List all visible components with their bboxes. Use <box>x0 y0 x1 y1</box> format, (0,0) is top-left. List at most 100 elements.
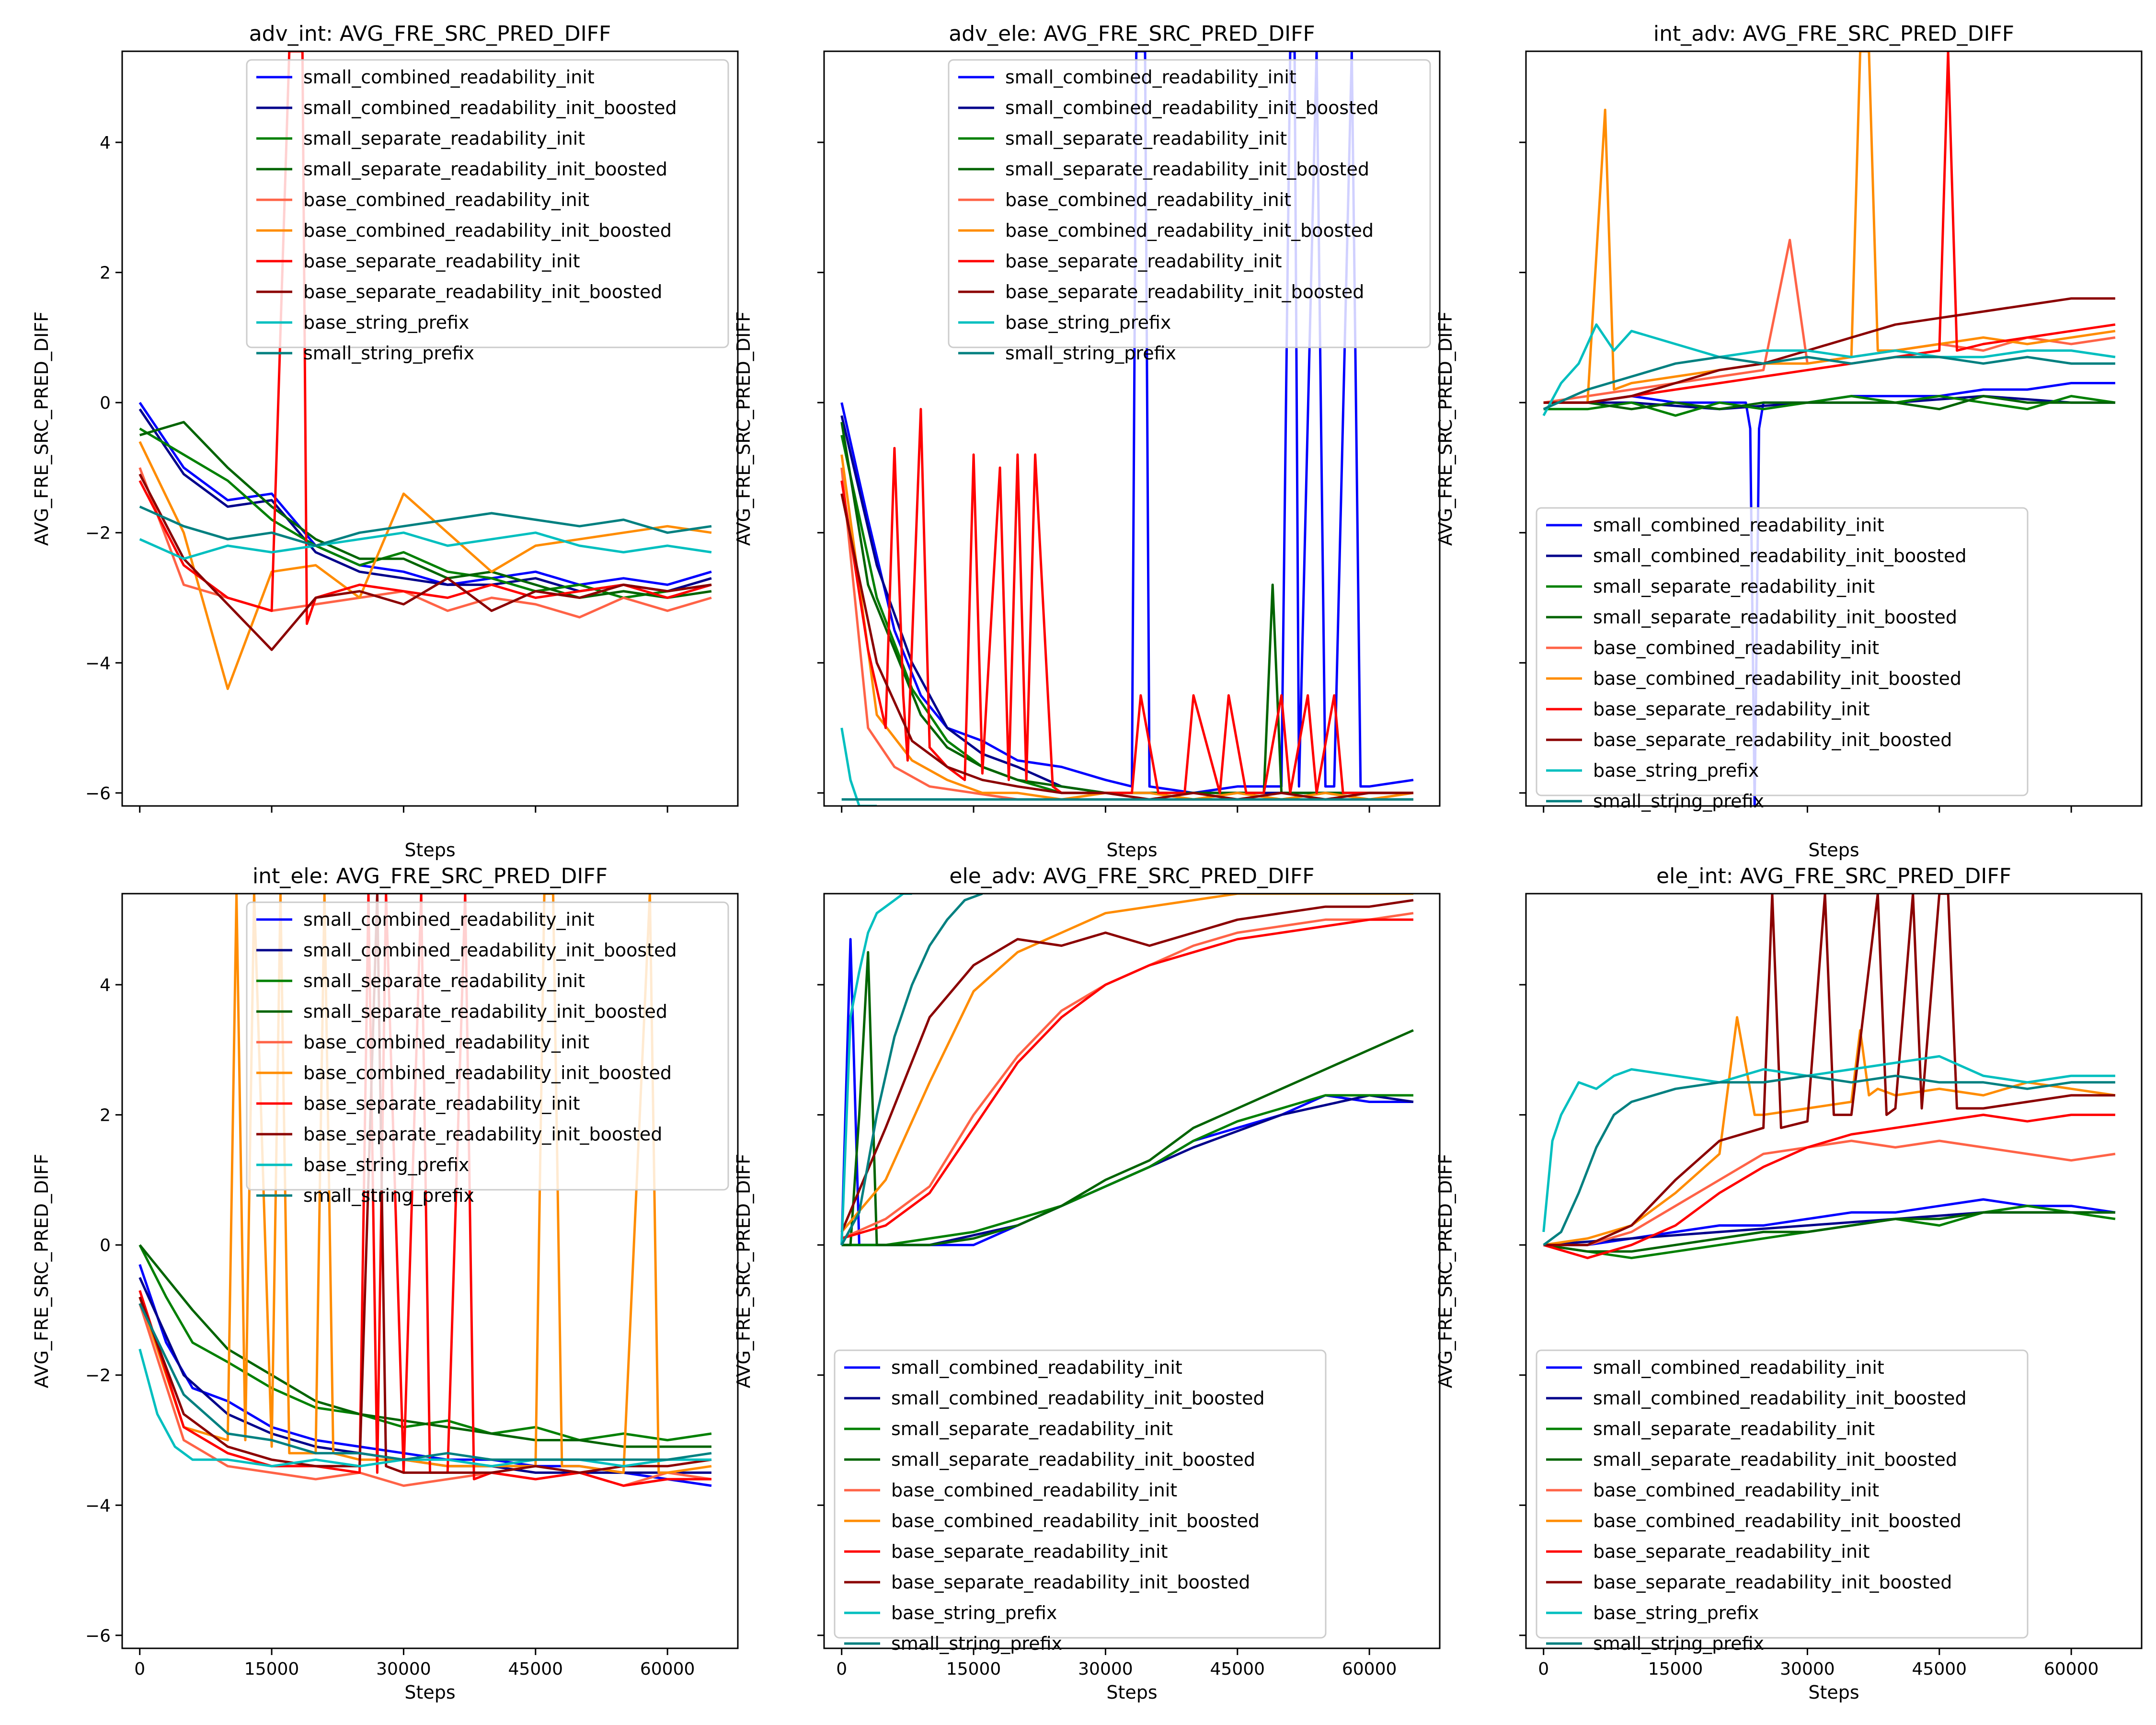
x-axis-label: Steps <box>1808 1682 1859 1703</box>
series-line-small_string_prefix <box>138 1303 712 1461</box>
series-line-base_combined_readability_init_boosted <box>840 894 1413 1233</box>
series-lines <box>840 51 1414 806</box>
legend-entry: base_combined_readability_init <box>1005 189 1291 210</box>
legend-box <box>246 59 729 348</box>
legend-entry: base_separate_readability_init_boosted <box>303 1124 662 1145</box>
y-tick-label: 0 <box>100 1236 111 1255</box>
legend-entry: base_combined_readability_init <box>1593 637 1879 658</box>
series-line-small_combined_readability_init <box>1543 382 2115 806</box>
x-tick-label: 15000 <box>946 1659 1001 1679</box>
series-line-small_combined_readability_init <box>840 51 1414 794</box>
y-tick-label: 2 <box>100 264 111 283</box>
series-line-base_string_prefix <box>139 531 712 560</box>
y-tick-label: 0 <box>100 393 111 413</box>
series-line-small_separate_readability_init_boosted <box>139 421 712 599</box>
y-axis-label: AVG_FRE_SRC_PRED_DIFF <box>1435 311 1456 546</box>
series-line-small_string_prefix <box>1543 1074 2115 1246</box>
legend: small_combined_readability_init small_com… <box>1536 1349 2029 1654</box>
series-line-base_string_prefix <box>138 1348 711 1468</box>
y-tick-label: 2 <box>100 1106 111 1126</box>
chart-title: adv_ele: AVG_FRE_SRC_PRED_DIFF <box>949 22 1315 46</box>
series-line-small_separate_readability_init <box>139 427 712 599</box>
series-line-small_string_prefix <box>139 506 712 547</box>
x-tick-label: 30000 <box>1078 1659 1133 1679</box>
legend: small_combined_readability_init small_com… <box>1536 507 2029 812</box>
y-tick-label: 4 <box>100 133 111 153</box>
x-axis-label: Steps <box>404 1682 455 1703</box>
legend-entry: small_separate_readability_init_boosted <box>891 1449 1255 1470</box>
y-tick-label: −4 <box>85 1496 111 1516</box>
series-line-base_combined_readability_init_boosted <box>1543 1016 2116 1246</box>
series-line-base_combined_readability_init <box>138 1303 712 1487</box>
legend-entry: base_combined_readability_init_boosted <box>1593 668 1961 689</box>
series-line-base_separate_readability_init_boosted <box>138 473 712 651</box>
legend: small_combined_readability_init small_com… <box>834 1349 1327 1654</box>
legend-entry: base_combined_readability_init <box>303 189 589 210</box>
legend-entry: base_separate_readability_init <box>303 1093 580 1114</box>
x-tick-label: 45000 <box>1210 1659 1265 1679</box>
axes-frame <box>121 50 739 807</box>
legend-box <box>834 1349 1327 1639</box>
legend-entry: base_separate_readability_init_boosted <box>1593 729 1952 750</box>
legend-entry: small_separate_readability_init_boosted <box>303 1001 667 1022</box>
legend-entry: base_string_prefix <box>1593 1602 1759 1623</box>
legend-entry: small_combined_readability_init_boosted <box>303 97 677 118</box>
series-line-small_combined_readability_init <box>840 938 1413 1246</box>
legend-entry: small_combined_readability_init_boosted <box>1005 97 1379 118</box>
legend-entry: base_combined_readability_init <box>303 1032 589 1053</box>
legend-entry: base_combined_readability_init_boosted <box>303 220 672 241</box>
x-tick-label: 45000 <box>508 1659 563 1679</box>
series-line-base_separate_readability_init <box>1543 1114 2115 1259</box>
x-tick-label: 0 <box>836 1659 847 1679</box>
legend-entry: small_separate_readability_init <box>303 128 585 149</box>
legend-entry: small_combined_readability_init <box>303 909 595 930</box>
series-line-base_string_prefix <box>840 894 912 1245</box>
axes-frame <box>823 893 1441 1649</box>
series-line-base_separate_readability_init_boosted <box>840 899 1414 1232</box>
axes-frame <box>1525 50 2143 807</box>
legend-entry: small_combined_readability_init <box>303 67 595 88</box>
y-tick-label: −6 <box>85 1626 111 1646</box>
series-line-base_separate_readability_init_boosted <box>1543 297 2115 404</box>
chart-title: ele_adv: AVG_FRE_SRC_PRED_DIFF <box>949 864 1314 888</box>
legend-entry: small_combined_readability_init <box>891 1357 1182 1378</box>
chart-panel-5: ele_adv: AVG_FRE_SRC_PRED_DIFF Steps AVG_F… <box>733 864 1441 1703</box>
chart-panel-4: int_ele: AVG_FRE_SRC_PRED_DIFF Steps AVG_F… <box>31 864 739 1703</box>
legend-entry: small_combined_readability_init <box>1005 67 1296 88</box>
axes-frame <box>121 893 739 1649</box>
series-line-small_string_prefix <box>1543 356 2115 411</box>
legend: small_combined_readability_init small_com… <box>246 901 729 1206</box>
series-lines <box>1542 894 2116 1259</box>
legend-entry: small_combined_readability_init_boosted <box>891 1388 1265 1409</box>
legend-entry: small_combined_readability_init <box>1593 1357 1884 1378</box>
y-tick-label: −6 <box>85 784 111 804</box>
legend-entry: base_separate_readability_init <box>303 251 580 272</box>
chart-panel-3: int_adv: AVG_FRE_SRC_PRED_DIFF Steps AVG_F… <box>1435 22 2143 861</box>
legend-entry: base_separate_readability_init_boosted <box>303 281 662 302</box>
legend-entry: small_separate_readability_init_boosted <box>1005 159 1369 180</box>
series-line-base_separate_readability_init_boosted <box>1543 894 2115 1246</box>
legend-entry: small_string_prefix <box>303 343 474 364</box>
series-line-small_separate_readability_init <box>841 1094 1413 1246</box>
legend-entry: small_string_prefix <box>303 1185 474 1206</box>
y-axis-label: AVG_FRE_SRC_PRED_DIFF <box>733 1154 754 1388</box>
legend-entry: base_combined_readability_init_boosted <box>1593 1510 1961 1531</box>
series-line-base_combined_readability_init_boosted <box>138 894 712 1474</box>
x-tick-label: 15000 <box>244 1659 299 1679</box>
series-line-small_separate_readability_init <box>1543 395 2116 417</box>
x-axis-label: Steps <box>404 840 455 861</box>
series-line-base_separate_readability_init <box>138 894 711 1487</box>
chart-panel-2: adv_ele: AVG_FRE_SRC_PRED_DIFF Steps AVG_F… <box>733 22 1441 861</box>
series-line-base_string_prefix <box>1542 323 2116 416</box>
x-tick-label: 60000 <box>640 1659 695 1679</box>
legend-entry: small_combined_readability_init_boosted <box>303 940 677 961</box>
series-line-base_separate_readability_init_boosted <box>138 894 712 1474</box>
series-line-small_separate_readability_init_boosted <box>1543 1211 2115 1253</box>
chart-panel-6: ele_int: AVG_FRE_SRC_PRED_DIFF Steps AVG_F… <box>1435 864 2143 1703</box>
legend-entry: small_separate_readability_init <box>303 970 585 991</box>
legend-entry: small_string_prefix <box>891 1633 1062 1654</box>
series-line-small_string_prefix <box>840 894 983 1246</box>
x-tick-label: 45000 <box>1912 1659 1967 1679</box>
legend-box <box>246 901 729 1191</box>
